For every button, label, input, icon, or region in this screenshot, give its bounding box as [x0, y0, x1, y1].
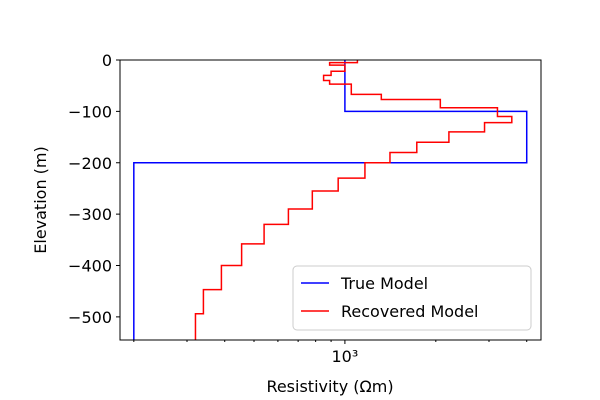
y-axis-label: Elevation (m) [31, 146, 50, 253]
y-tick-label: −300 [68, 205, 112, 224]
x-axis-label: Resistivity (Ωm) [266, 377, 393, 396]
series-line [194, 60, 513, 340]
y-tick-label: −400 [68, 257, 112, 276]
legend-label: True Model [340, 274, 428, 293]
x-tick-label: 10³ [332, 347, 359, 366]
y-tick-label: −200 [68, 154, 112, 173]
y-tick-label: −100 [68, 102, 112, 121]
series-line [133, 60, 528, 340]
y-tick-label: −500 [68, 308, 112, 327]
legend-label: Recovered Model [341, 302, 479, 321]
y-tick-label: 0 [102, 51, 112, 70]
legend-box [292, 265, 532, 331]
plot-frame [119, 59, 542, 341]
